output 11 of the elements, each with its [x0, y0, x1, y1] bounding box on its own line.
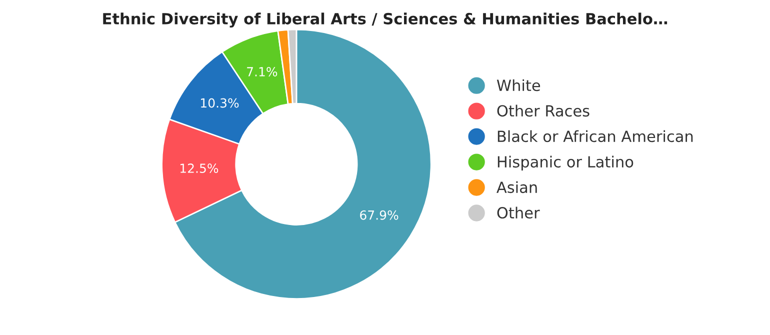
chart-title: Ethnic Diversity of Liberal Arts / Sciences & Humanities Bachelo…	[103, 12, 668, 28]
legend-label: Other Races	[497, 104, 590, 117]
data-label: 7.1%	[247, 67, 278, 76]
legend-label: Black or African American	[498, 130, 693, 142]
data-label: 67.9%	[360, 210, 398, 220]
legend-label: Hispanic or Latino	[498, 156, 634, 171]
legend-label: White	[496, 79, 540, 92]
legend-label: Asian	[496, 181, 537, 194]
data-label: 10.3%	[201, 98, 239, 108]
data-label: 12.5%	[180, 164, 218, 173]
legend-label: Other	[497, 206, 540, 219]
